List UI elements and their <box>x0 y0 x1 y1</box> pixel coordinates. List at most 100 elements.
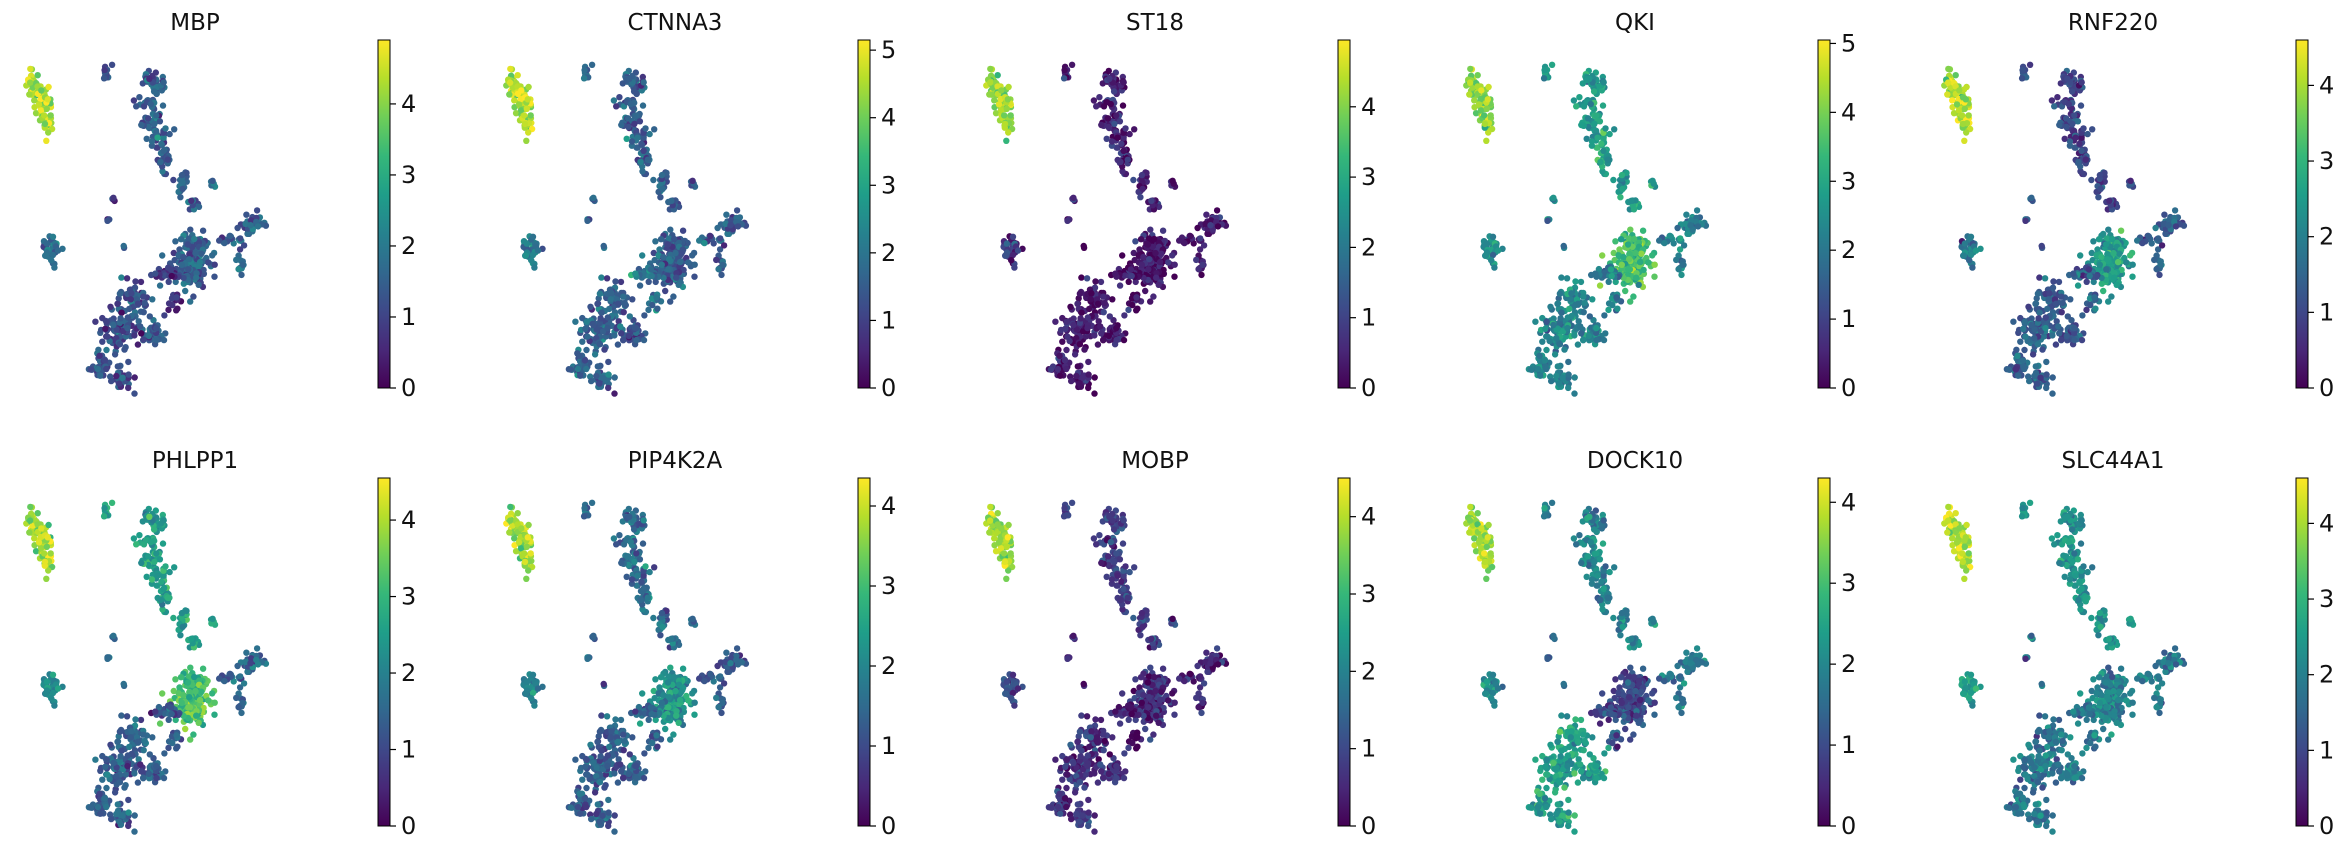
scatter-point <box>1079 374 1086 381</box>
scatter-point <box>160 79 167 86</box>
scatter-point <box>1113 112 1120 119</box>
scatter-point <box>584 333 591 340</box>
scatter-point <box>1544 333 1551 340</box>
scatter-point <box>40 112 48 119</box>
scatter-point <box>26 79 34 86</box>
scatter-point <box>2029 351 2037 358</box>
scatter-point <box>1574 341 1582 348</box>
scatter-point <box>160 134 167 141</box>
scatter-point <box>178 171 186 179</box>
scatter-point <box>523 105 530 113</box>
scatter-point <box>161 312 168 319</box>
scatter-point <box>1631 235 1638 243</box>
scatter-point <box>180 253 187 261</box>
scatter-point <box>136 532 143 539</box>
colorbar-tick-label: 2 <box>1361 233 1376 261</box>
scatter-point <box>2096 171 2104 179</box>
scatter-point <box>596 380 603 387</box>
scatter-point <box>2127 177 2134 184</box>
scatter-point <box>1570 97 1578 104</box>
scatter-point <box>2046 290 2053 297</box>
scatter-point <box>148 138 156 145</box>
scatter-point <box>51 702 58 709</box>
scatter-point <box>1086 305 1093 313</box>
scatter-point <box>1952 72 1959 79</box>
scatter-point <box>715 265 722 273</box>
scatter-point <box>986 91 993 98</box>
scatter-point <box>627 100 634 108</box>
scatter-point <box>134 341 142 348</box>
scatter-point <box>41 558 49 566</box>
scatter-point <box>143 135 150 142</box>
scatter-point <box>108 377 115 385</box>
scatter-point <box>1054 365 1062 373</box>
scatter-point <box>119 374 126 381</box>
colorbar <box>2295 39 2309 389</box>
scatter-point <box>1527 366 1535 373</box>
panel-title: CTNNA3 <box>628 10 723 36</box>
scatter-point <box>1146 256 1153 263</box>
scatter-point <box>1602 125 1609 132</box>
scatter-point <box>707 232 714 240</box>
scatter-point <box>2022 217 2029 224</box>
scatter-point <box>2028 194 2035 201</box>
scatter-point <box>125 358 132 366</box>
scatter-points <box>23 499 270 835</box>
scatter-point <box>247 222 254 229</box>
scatter-point <box>147 100 154 108</box>
scatter-point <box>99 314 106 322</box>
scatter-point <box>523 240 530 247</box>
scatter-point <box>619 80 626 87</box>
scatter-point <box>1478 87 1485 94</box>
scatter-point <box>156 118 164 125</box>
scatter-point <box>2092 305 2099 312</box>
scatter-point <box>1566 305 1573 313</box>
scatter-point <box>2064 313 2071 320</box>
scatter-point <box>2071 324 2078 332</box>
scatter-point <box>734 223 742 230</box>
scatter-point <box>2043 358 2050 366</box>
scatter-point <box>157 158 164 166</box>
scatter-point <box>27 65 34 73</box>
scatter-point <box>2153 265 2160 273</box>
scatter-point <box>1214 223 1222 230</box>
scatter-point <box>1489 233 1497 240</box>
scatter-point <box>2034 380 2041 387</box>
scatter-point <box>618 330 625 337</box>
colorbar-tick-label: 3 <box>1841 167 1856 195</box>
scatter-point <box>1105 332 1113 340</box>
scatter-point <box>2026 377 2033 385</box>
scatter-point <box>1586 313 1594 320</box>
scatter-point <box>525 129 532 136</box>
scatter-point <box>178 261 185 268</box>
scatter-point <box>1687 222 1694 229</box>
scatter-point <box>1138 261 1146 268</box>
scatter-point <box>216 237 223 244</box>
scatter-point <box>1578 330 1585 337</box>
scatter-point <box>668 197 675 204</box>
scatter-point <box>156 282 164 289</box>
scatter-point <box>2042 314 2049 321</box>
scatter-point <box>517 107 525 114</box>
scatter-point <box>138 121 145 129</box>
scatter-point <box>1556 290 1564 297</box>
scatter-point <box>1056 352 1063 359</box>
scatter-point <box>633 144 640 151</box>
scatter-point <box>1578 121 1585 129</box>
scatter-point <box>1491 264 1498 271</box>
scatter-point <box>190 293 197 300</box>
scatter-point <box>660 253 667 261</box>
scatter-point <box>247 660 254 667</box>
scatter-point <box>527 112 534 119</box>
scatter-point <box>1087 296 1095 303</box>
scatter-point <box>1195 265 1202 273</box>
scatter-point <box>2017 338 2024 345</box>
panel-title: PHLPP1 <box>152 448 238 474</box>
scatter-point <box>1073 372 1080 380</box>
scatter-point <box>160 147 167 154</box>
scatter-point <box>2026 61 2034 68</box>
scatter-point <box>134 300 142 307</box>
scatter-point <box>1559 374 1566 381</box>
scatter-point <box>1638 250 1645 257</box>
scatter-point <box>1466 79 1474 86</box>
